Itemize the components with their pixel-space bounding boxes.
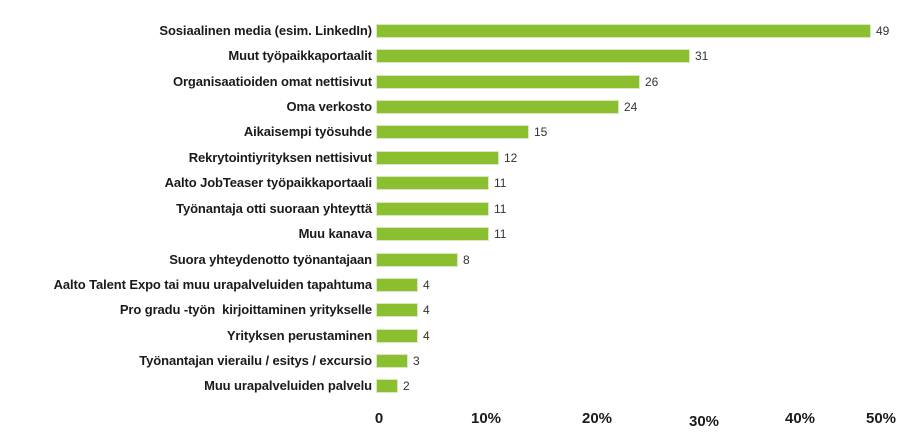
value-label: 4 [423, 303, 430, 317]
bar [377, 228, 488, 240]
value-label: 11 [494, 227, 507, 241]
value-label: 3 [413, 354, 420, 368]
bar-row: Aikaisempi työsuhde 15 [0, 124, 914, 139]
category-label: Oma verkosto [286, 99, 372, 114]
x-tick-label: 0 [374, 410, 384, 427]
bar [377, 355, 407, 367]
bar [377, 126, 528, 138]
value-label: 4 [423, 278, 430, 292]
category-label: Aalto Talent Expo tai muu urapalveluiden… [53, 277, 372, 292]
category-label: Työnantaja otti suoraan yhteyttä [176, 201, 372, 216]
x-tick-label: 40% [784, 410, 816, 427]
category-label: Sosiaalinen media (esim. LinkedIn) [159, 23, 372, 38]
value-label: 8 [463, 253, 470, 267]
bar-row: Sosiaalinen media (esim. LinkedIn) 49 [0, 23, 914, 38]
value-label: 12 [504, 151, 518, 165]
bar-row: Suora yhteydenotto työnantajaan 8 [0, 252, 914, 267]
x-tick-label: 30% [688, 413, 720, 430]
category-label: Yrityksen perustaminen [226, 328, 372, 343]
value-label: 31 [695, 49, 709, 63]
bar-row: Pro gradu -työn kirjoittaminen yrityksel… [0, 302, 914, 317]
category-label: Muu kanava [298, 226, 373, 241]
bar-row: Muu urapalveluiden palvelu 2 [0, 378, 914, 393]
value-label: 11 [494, 176, 507, 190]
value-label: 11 [494, 202, 507, 216]
value-label: 2 [403, 379, 410, 393]
bar [377, 254, 457, 266]
bar-row: Organisaatioiden omat nettisivut 26 [0, 74, 914, 89]
bar-row: Rekrytointiyrityksen nettisivut 12 [0, 150, 914, 165]
bar-row: Aalto Talent Expo tai muu urapalveluiden… [0, 277, 914, 292]
bar [377, 279, 417, 291]
bar-row: Yrityksen perustaminen 4 [0, 328, 914, 343]
bar [377, 203, 488, 215]
category-label: Aalto JobTeaser työpaikkaportaali [164, 175, 373, 190]
bar-row: Työnantaja otti suoraan yhteyttä 11 [0, 201, 914, 216]
bar-row: Työnantajan vierailu / esitys / excursio… [0, 353, 914, 368]
category-label: Rekrytointiyrityksen nettisivut [188, 150, 372, 165]
x-tick-label: 50% [865, 410, 897, 427]
value-label: 26 [645, 75, 659, 89]
bar [377, 330, 417, 342]
bar [377, 25, 870, 37]
category-label: Muut työpaikkaportaalit [228, 48, 372, 63]
value-label: 15 [534, 125, 548, 139]
value-label: 49 [876, 24, 890, 38]
bar [377, 50, 689, 62]
bar-row: Oma verkosto 24 [0, 99, 914, 114]
category-label: Työnantajan vierailu / esitys / excursio [139, 353, 372, 368]
category-label: Organisaatioiden omat nettisivut [172, 74, 372, 89]
x-tick-label: 10% [470, 410, 502, 427]
bar [377, 380, 397, 392]
bar-row: Muu kanava 11 [0, 226, 914, 241]
category-label: Aikaisempi työsuhde [243, 124, 372, 139]
bar [377, 152, 498, 164]
value-label: 4 [423, 329, 430, 343]
category-label: Pro gradu -työn kirjoittaminen yrityksel… [119, 302, 372, 317]
bar-row: Aalto JobTeaser työpaikkaportaali 11 [0, 175, 914, 190]
value-label: 24 [624, 100, 638, 114]
bar [377, 101, 618, 113]
bar [377, 76, 639, 88]
category-label: Suora yhteydenotto työnantajaan [169, 252, 372, 267]
x-tick-label: 20% [581, 410, 613, 427]
bar [377, 304, 417, 316]
category-label: Muu urapalveluiden palvelu [204, 378, 372, 393]
bar-row: Muut työpaikkaportaalit 31 [0, 48, 914, 63]
bar [377, 177, 488, 189]
